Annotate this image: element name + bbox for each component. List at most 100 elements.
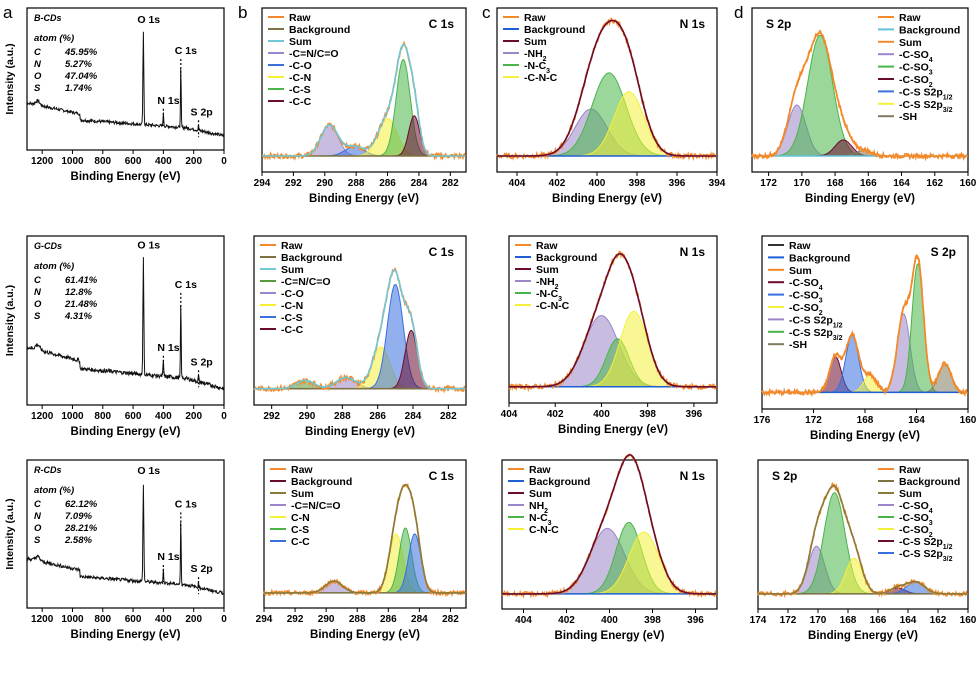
x-tick-label: 1200 (31, 411, 54, 422)
panel-title: C 1s (429, 245, 455, 259)
legend-label: -C=N/C=O (291, 500, 341, 512)
legend-label: -C-S S2p1/2 (899, 536, 953, 551)
x-tick-label: 164 (893, 178, 910, 189)
composition-value: 45.95% (64, 47, 98, 58)
legend-label: -C-O (281, 288, 304, 300)
composition-title: atom (%) (34, 261, 74, 272)
composition-element: N (34, 59, 42, 70)
peak-label: N 1s (157, 95, 179, 107)
panel-S2p_G: 176 172 168 164 160 Binding Energy (eV) RawBac… (754, 235, 977, 442)
x-tick-label: 290 (318, 614, 335, 625)
legend-label: -C-S S2p1/2 (789, 314, 843, 329)
peak-label: O 1s (137, 465, 160, 477)
legend-label: -C-S S2p3/2 (899, 548, 953, 563)
sum-envelope (758, 485, 968, 595)
x-tick-label: 168 (840, 615, 857, 626)
x-tick-label: 402 (547, 409, 564, 420)
x-tick-label: 290 (316, 178, 333, 189)
legend-label: Background (899, 476, 960, 488)
legend-label: Background (289, 24, 350, 36)
x-axis-label: Binding Energy (eV) (808, 630, 918, 642)
x-tick-label: 170 (810, 615, 827, 626)
legend-label: -C-S S2p3/2 (789, 327, 843, 342)
panel-N1s_R: 404 402 400 398 396 Binding Energy (eV) RawBac… (501, 453, 718, 642)
composition-value: 61.41% (65, 275, 98, 286)
legend-label: -C-SO2 (899, 524, 933, 539)
legend-label: -SH (789, 339, 807, 351)
legend-label: Sum (529, 488, 552, 500)
x-tick-label: 400 (589, 178, 606, 189)
x-tick-label: 282 (442, 614, 459, 625)
composition-element: C (34, 275, 41, 286)
x-axis-label: Binding Energy (eV) (71, 426, 181, 438)
legend-label: C-S (291, 524, 309, 536)
x-tick-label: 0 (221, 411, 227, 422)
x-tick-label: 200 (185, 614, 202, 625)
x-tick-label: 160 (960, 178, 977, 189)
x-tick-label: 288 (334, 411, 351, 422)
x-tick-label: 172 (805, 415, 822, 426)
composition-title: atom (%) (34, 33, 74, 44)
panel-title: C 1s (429, 469, 455, 483)
legend-label: -NH2 (536, 276, 559, 291)
legend-label: Raw (536, 240, 558, 252)
plot-frame (496, 7, 718, 173)
x-tick-label: 404 (509, 178, 526, 189)
panel-title: S 2p (766, 17, 791, 31)
sum-envelope (762, 254, 968, 394)
legend-label: -C-SO3 (789, 290, 823, 305)
x-axis-label: Binding Energy (eV) (71, 629, 181, 641)
x-tick-label: 396 (686, 409, 703, 420)
x-tick-label: 400 (593, 409, 610, 420)
x-tick-label: 286 (369, 411, 386, 422)
sum-envelope (497, 19, 717, 157)
composition-value: 21.48% (64, 299, 98, 310)
x-tick-label: 404 (515, 615, 532, 626)
x-tick-label: 162 (930, 615, 947, 626)
peak-label: S 2p (191, 356, 213, 368)
legend-label: Background (524, 24, 585, 36)
x-tick-label: 294 (256, 614, 273, 625)
legend-label: -C-SO2 (899, 74, 933, 89)
x-tick-label: 284 (411, 614, 428, 625)
legend-label: Raw (899, 464, 921, 476)
x-axis-label: Binding Energy (eV) (310, 629, 420, 641)
x-tick-label: 404 (501, 409, 518, 420)
legend-label: Raw (281, 240, 303, 252)
composition-value: 4.31% (64, 311, 92, 322)
x-tick-label: 400 (601, 615, 618, 626)
peak-label: S 2p (191, 563, 213, 575)
legend-label: -C-S S2p3/2 (899, 99, 953, 114)
x-tick-label: 170 (794, 178, 811, 189)
x-tick-label: 294 (254, 178, 271, 189)
x-tick-label: 800 (94, 411, 111, 422)
y-axis-label: Intensity (a.u.) (4, 285, 16, 356)
plot-frame (26, 459, 225, 609)
legend-label: -N-C3 (524, 60, 550, 75)
x-tick-label: 288 (349, 614, 366, 625)
x-axis-label: Binding Energy (eV) (555, 630, 665, 642)
panel-C1s_B: 294 292 290 288 286 284 282 Binding Energy (eV)… (254, 7, 467, 205)
x-axis-label: Binding Energy (eV) (552, 193, 662, 205)
composition-title: atom (%) (34, 485, 74, 496)
x-tick-label: 398 (629, 178, 646, 189)
x-tick-label: 288 (348, 178, 365, 189)
legend-label: Sum (789, 265, 812, 277)
legend-label: Raw (289, 12, 311, 24)
x-tick-label: 600 (125, 614, 142, 625)
x-tick-label: 160 (960, 415, 977, 426)
survey-spectrum (26, 31, 225, 137)
y-axis-label: Intensity (a.u.) (4, 43, 16, 114)
panel-survey_G: 1200 1000 800 600 400 200 0 Binding Energy (eV)… (4, 235, 227, 438)
x-tick-label: 164 (900, 615, 917, 626)
x-tick-label: 0 (221, 156, 227, 167)
legend-label: -C=N/C=O (281, 276, 331, 288)
x-tick-label: 600 (125, 411, 142, 422)
plot-frame (263, 459, 467, 609)
panel-title: N 1s (680, 469, 706, 483)
legend-label: -C-SO2 (789, 302, 823, 317)
panel-label-a: a (3, 3, 13, 22)
legend-label: Raw (529, 464, 551, 476)
x-tick-label: 176 (754, 415, 771, 426)
panel-survey_R: 1200 1000 800 600 400 200 0 Binding Energy (eV)… (4, 459, 227, 641)
